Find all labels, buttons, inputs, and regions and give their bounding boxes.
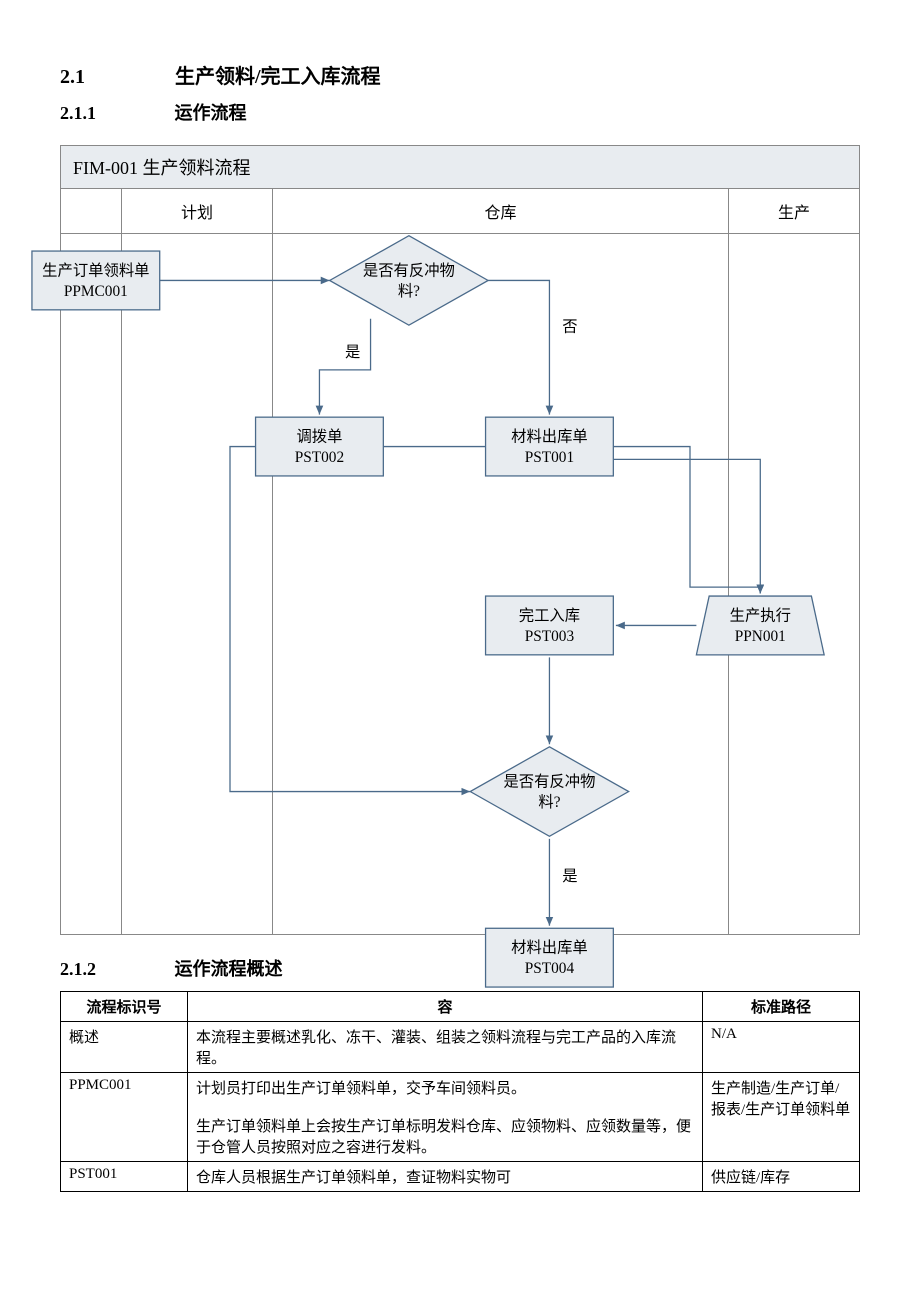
flowchart-title: FIM-001 生产领料流程	[61, 146, 859, 189]
section-number: 2.1	[60, 66, 170, 89]
flowchart-container: FIM-001 生产领料流程 计划 仓库 生产 是 否	[60, 145, 860, 935]
cell-path: 生产制造/生产订单/报表/生产订单领料单	[703, 1073, 860, 1162]
cell-id: PPMC001	[61, 1073, 188, 1162]
table-header-row: 流程标识号 容 标准路径	[61, 992, 860, 1022]
th-id: 流程标识号	[61, 992, 188, 1022]
subsection-1-heading: 2.1.1 运作流程	[60, 99, 860, 125]
cell-content: 本流程主要概述乳化、冻干、灌装、组装之领料流程与完工产品的入库流程。	[188, 1022, 703, 1073]
table-row: 概述 本流程主要概述乳化、冻干、灌装、组装之领料流程与完工产品的入库流程。 N/…	[61, 1022, 860, 1073]
subsection-2-title: 运作流程概述	[175, 959, 283, 979]
subsection-1-title: 运作流程	[175, 103, 247, 123]
subsection-1-number: 2.1.1	[60, 103, 170, 124]
flowchart-body: 是 否 是 生产订单领料单 PPMC001 是否有反冲物	[61, 234, 859, 934]
th-path: 标准路径	[703, 992, 860, 1022]
cell-path: N/A	[703, 1022, 860, 1073]
cell-content: 计划员打印出生产订单领料单，交予车间领料员。 生产订单领料单上会按生产订单标明发…	[188, 1073, 703, 1162]
table-row: PPMC001 计划员打印出生产订单领料单，交予车间领料员。 生产订单领料单上会…	[61, 1073, 860, 1162]
description-table: 流程标识号 容 标准路径 概述 本流程主要概述乳化、冻干、灌装、组装之领料流程与…	[60, 991, 860, 1192]
flowchart-col-warehouse: 仓库	[273, 189, 729, 233]
subsection-2-heading: 2.1.2 运作流程概述	[60, 955, 860, 981]
cell-id: 概述	[61, 1022, 188, 1073]
cell-id: PST001	[61, 1162, 188, 1192]
flowchart-column-headers: 计划 仓库 生产	[61, 189, 859, 234]
section-title-text: 生产领料/完工入库流程	[175, 66, 381, 88]
table-row: PST001 仓库人员根据生产订单领料单，查证物料实物可 供应链/库存	[61, 1162, 860, 1192]
cell-content: 仓库人员根据生产订单领料单，查证物料实物可	[188, 1162, 703, 1192]
svg-text:材料出库单: 材料出库单	[511, 940, 588, 957]
th-content: 容	[188, 992, 703, 1022]
subsection-2-number: 2.1.2	[60, 959, 170, 980]
flowchart-col-production: 生产	[729, 189, 859, 233]
flowchart-col-spacer	[61, 189, 122, 233]
flowchart-col-plan: 计划	[122, 189, 273, 233]
section-heading: 2.1 生产领料/完工入库流程	[60, 60, 860, 89]
cell-path: 供应链/库存	[703, 1162, 860, 1192]
